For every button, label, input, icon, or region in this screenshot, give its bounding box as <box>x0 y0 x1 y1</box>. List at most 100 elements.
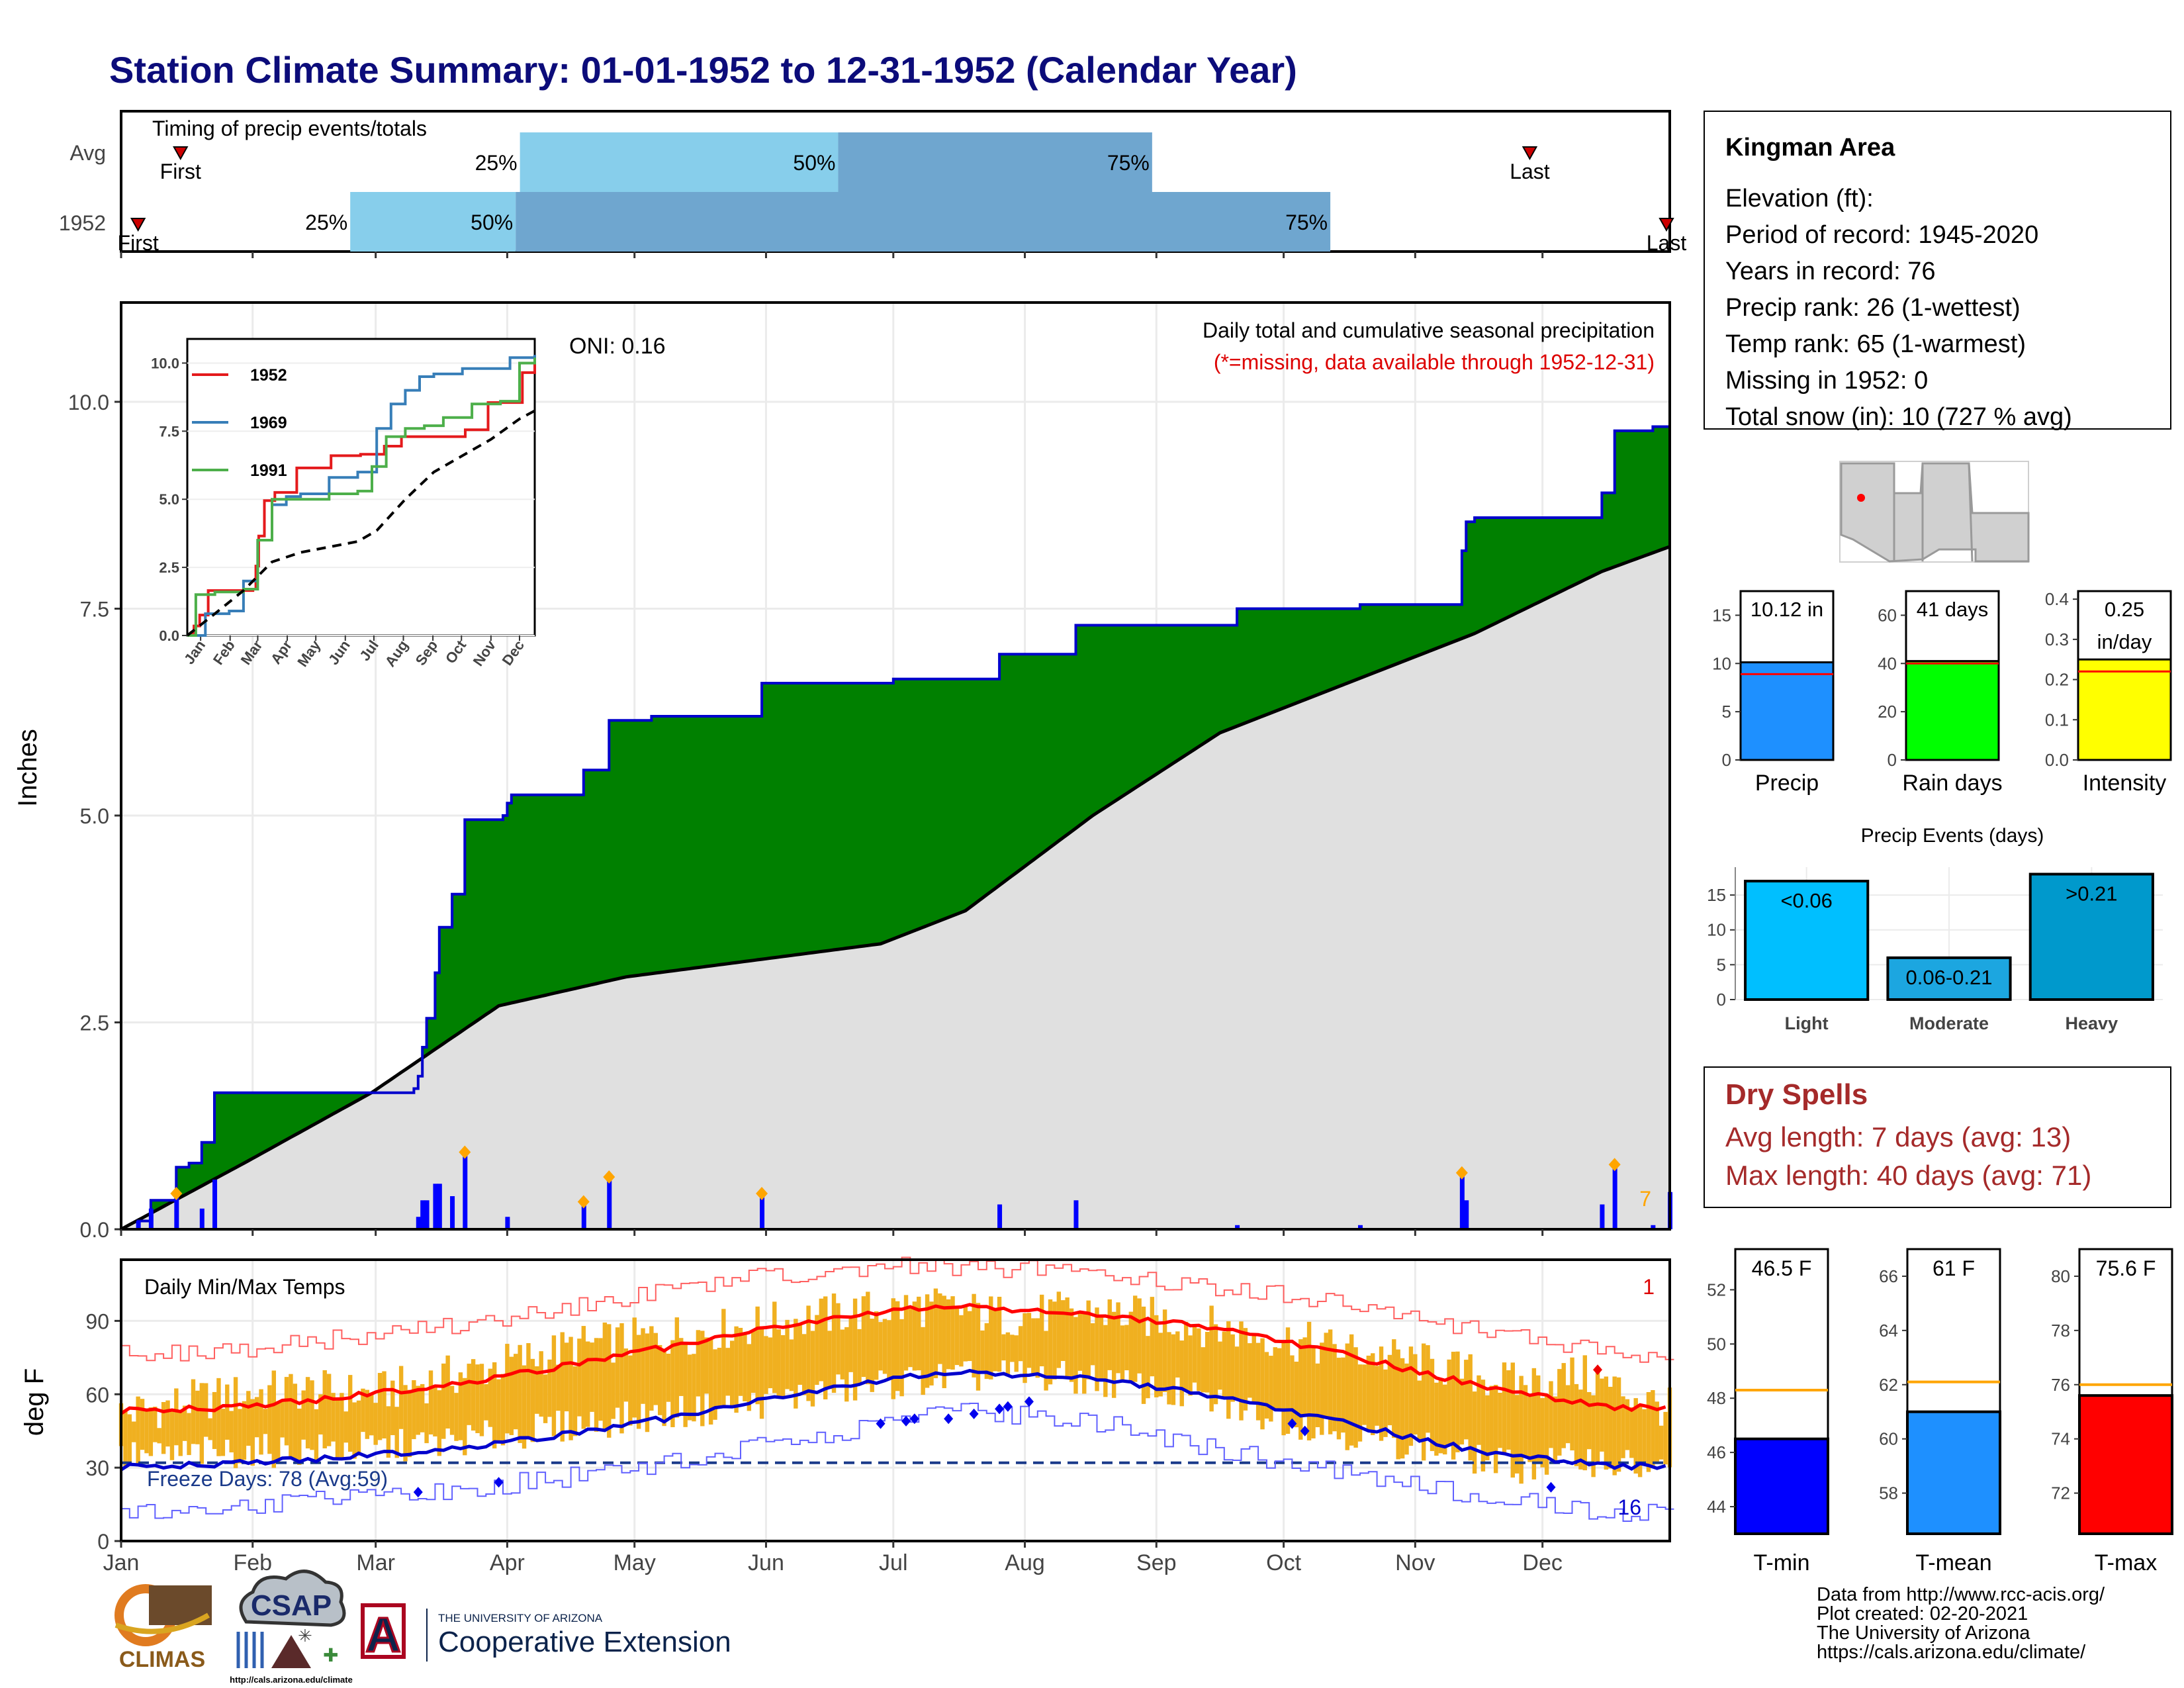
events-bar-label: Moderate <box>1909 1013 1989 1033</box>
daily-temp-range-bar <box>810 1331 815 1407</box>
daily-temp-range-bar <box>1544 1396 1549 1475</box>
daily-temp-range-bar <box>852 1298 858 1401</box>
daily-temp-range-bar <box>840 1329 845 1380</box>
mini-bar-tick-label: 5 <box>1722 702 1731 722</box>
daily-temp-range-bar <box>1621 1396 1625 1458</box>
daily-temp-range-bar <box>271 1370 276 1468</box>
daily-temp-range-bar <box>1133 1295 1138 1382</box>
daily-temp-range-bar <box>899 1319 904 1397</box>
daily-temp-range-bar <box>310 1380 314 1450</box>
daily-temp-range-bar <box>1154 1315 1159 1397</box>
daily-temp-range-bar <box>356 1400 361 1456</box>
daily-temp-range-bar <box>1616 1377 1621 1472</box>
daily-temp-range-bar <box>1179 1340 1184 1407</box>
daily-precip-bar <box>463 1154 468 1229</box>
daily-precip-bar <box>1235 1225 1240 1229</box>
daily-temp-range-bar <box>1404 1363 1409 1455</box>
daily-temp-range-bar <box>598 1338 603 1421</box>
precip-panel-frame <box>120 301 1671 1231</box>
daily-temp-range-bar <box>140 1399 145 1450</box>
daily-temp-range-bar <box>1264 1352 1269 1419</box>
daily-precip-bar <box>212 1180 218 1229</box>
record-high-marker-icon <box>1593 1364 1603 1376</box>
daily-temp-range-bar <box>1586 1391 1592 1450</box>
daily-temp-range-bar <box>322 1370 327 1449</box>
mini-bar-tick-label: 0.2 <box>2045 670 2069 690</box>
month-label: Feb <box>233 1550 272 1575</box>
mini-bar-tick-label: 0.0 <box>2045 750 2069 770</box>
footer-university: The University of Arizona <box>1817 1622 2030 1644</box>
precip-missing-note: (*=missing, data available through 1952-… <box>1214 350 1655 374</box>
temp-bar-value: 46.5 F <box>1752 1256 1812 1280</box>
daily-temp-range-bar <box>547 1359 552 1417</box>
daily-temp-range-bar <box>1065 1297 1069 1377</box>
daily-temp-range-bar <box>297 1408 302 1465</box>
daily-temp-range-bar <box>1255 1342 1261 1421</box>
daily-temp-range-bar <box>1468 1354 1473 1461</box>
daily-temp-range-bar <box>530 1358 535 1442</box>
daily-precip-bar <box>148 1208 154 1229</box>
daily-temp-range-bar <box>1426 1345 1430 1433</box>
daily-temp-range-bar <box>1455 1351 1460 1452</box>
events-tick-label: 15 <box>1707 885 1726 905</box>
daily-temp-range-bar <box>280 1400 285 1438</box>
mini-bar-Precip <box>1739 661 1835 761</box>
daily-temp-range-bar <box>1111 1311 1116 1398</box>
daily-temp-range-bar <box>1031 1318 1036 1374</box>
daily-temp-range-bar <box>514 1354 518 1430</box>
daily-temp-range-bar <box>293 1383 298 1460</box>
extreme-precip-marker-icon <box>603 1170 615 1184</box>
daily-precip-bar <box>1600 1204 1605 1229</box>
csap-url: http://cals.arizona.edu/climate <box>230 1675 353 1685</box>
daily-temp-range-bar <box>1642 1409 1647 1466</box>
daily-temp-range-bar <box>704 1337 709 1394</box>
daily-temp-range-bar <box>1120 1325 1125 1380</box>
daily-temp-range-bar <box>1001 1334 1006 1361</box>
daily-temp-range-bar <box>382 1371 387 1439</box>
daily-temp-range-bar <box>403 1385 408 1462</box>
daily-temp-range-bar <box>628 1355 633 1426</box>
events-tick-label: 10 <box>1707 920 1726 940</box>
temp-bar-tick-label: 44 <box>1707 1497 1726 1517</box>
daily-temp-range-bar <box>993 1308 997 1372</box>
daily-temp-range-bar <box>191 1379 196 1444</box>
daily-temp-range-bar <box>734 1326 739 1413</box>
daily-temp-range-bar <box>1578 1389 1583 1470</box>
daily-temp-range-bar <box>216 1378 221 1456</box>
record-low-marker-icon <box>1024 1396 1034 1407</box>
daily-temp-range-bar <box>509 1356 514 1435</box>
daily-temp-range-bar <box>390 1380 395 1436</box>
daily-temp-range-bar <box>263 1409 268 1434</box>
daily-temp-range-bar <box>1218 1341 1222 1390</box>
footer-credits: Data from http://www.rcc-acis.org/ Plot … <box>1817 1584 2105 1663</box>
daily-temp-range-bar <box>674 1317 680 1418</box>
cold-days-count: 16 <box>1617 1495 1641 1519</box>
daily-temp-range-bar <box>942 1295 946 1389</box>
daily-temp-range-bar <box>1103 1325 1108 1397</box>
daily-temp-range-bar <box>887 1320 891 1379</box>
last-event-marker-icon <box>1522 146 1538 161</box>
daily-temp-range-bar <box>1502 1362 1507 1455</box>
inset-ytick-label: 10.0 <box>151 355 179 371</box>
daily-temp-range-bar <box>148 1407 154 1456</box>
month-label: Jun <box>748 1550 784 1575</box>
daily-temp-range-bar <box>500 1374 506 1446</box>
daily-temp-range-bar <box>989 1296 993 1380</box>
record-low-marker-icon <box>901 1415 911 1427</box>
mini-bar-tick-label: 15 <box>1712 605 1731 625</box>
daily-temp-range-bar <box>1637 1405 1643 1477</box>
daily-temp-range-bar <box>1209 1305 1214 1412</box>
daily-temp-range-bar <box>713 1349 717 1420</box>
month-label: Apr <box>490 1550 525 1575</box>
daily-precip-bar <box>1651 1225 1656 1229</box>
daily-temp-range-bar <box>1162 1309 1167 1392</box>
station-name: Kingman Area <box>1725 134 1895 162</box>
record-low-marker-icon <box>969 1408 979 1419</box>
last-event-label: Last <box>1647 231 1687 255</box>
freeze-days-label: Freeze Days: 78 (Avg:59) <box>147 1467 388 1491</box>
daily-temp-range-bar <box>314 1409 319 1462</box>
daily-temp-range-bar <box>577 1338 582 1417</box>
daily-temp-range-bar <box>717 1348 722 1406</box>
daily-temp-range-bar <box>623 1348 629 1402</box>
month-label: Jan <box>103 1550 140 1575</box>
